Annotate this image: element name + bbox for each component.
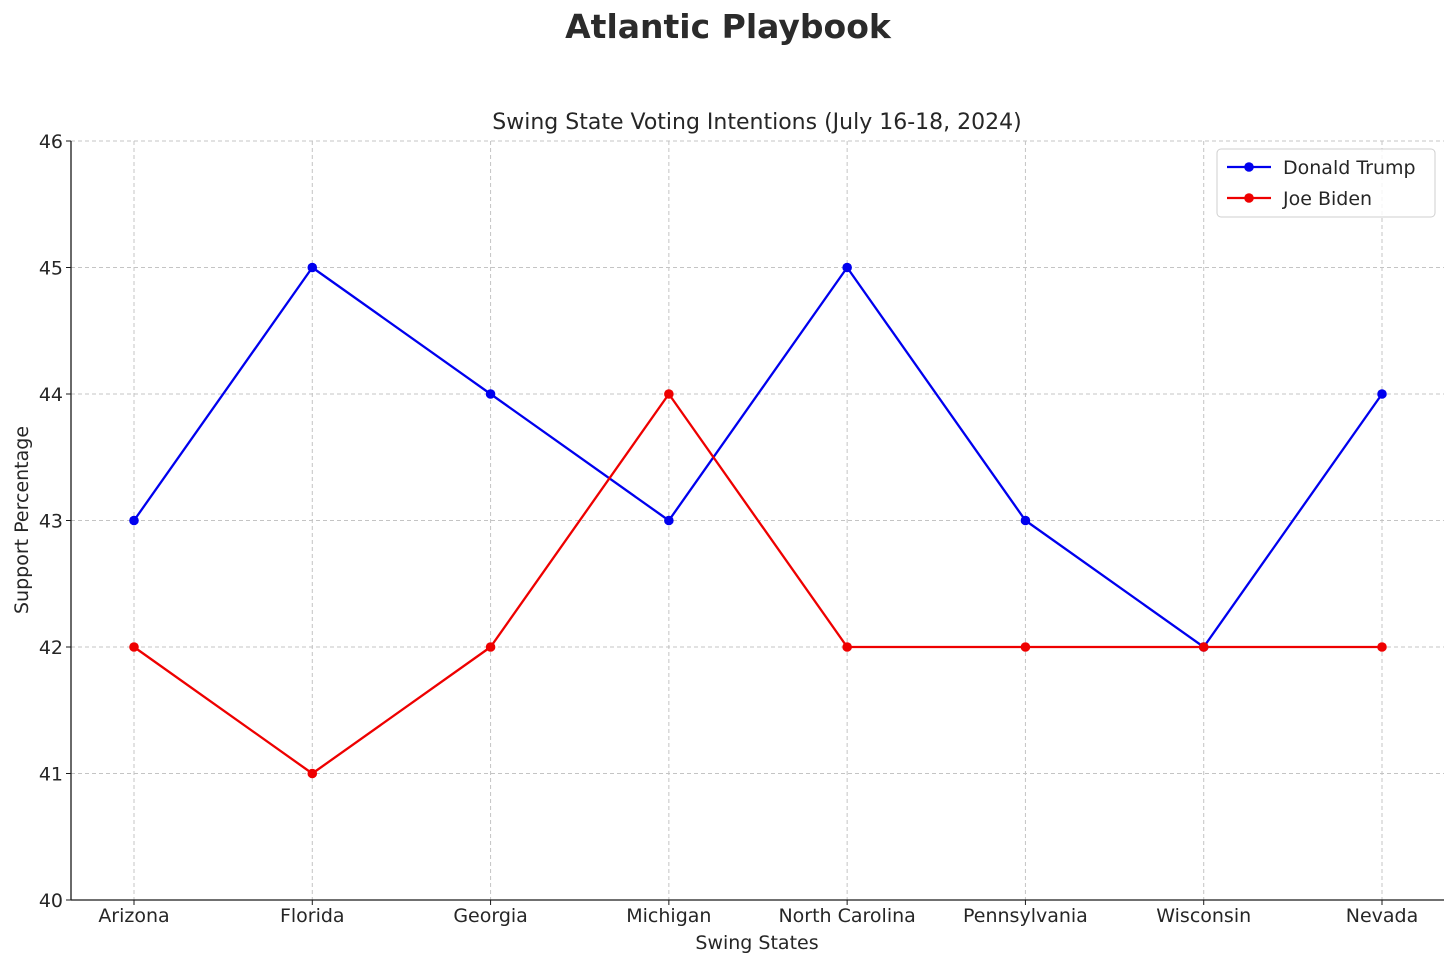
x-tick-label: Pennsylvania xyxy=(963,905,1088,927)
x-tick-label: Nevada xyxy=(1346,905,1419,927)
series-1 xyxy=(129,262,1387,652)
y-tick-label: 43 xyxy=(39,511,63,533)
legend-box xyxy=(1216,148,1436,218)
x-tick-label: Michigan xyxy=(626,905,711,927)
data-point xyxy=(307,262,318,273)
axes: 40 41 42 43 44 45 46 Arizona Florida Georgia Michi… xyxy=(39,131,1444,927)
x-tick-label: Arizona xyxy=(98,905,169,927)
x-tick-label: Wisconsin xyxy=(1156,905,1251,927)
y-tick-label: 44 xyxy=(39,384,63,406)
series-group xyxy=(129,262,1387,779)
series-line xyxy=(133,266,1383,649)
legend-marker xyxy=(1244,193,1254,203)
x-tick-label: North Carolina xyxy=(778,905,915,927)
x-axis-label: Swing States xyxy=(695,932,818,954)
x-tick-label: Florida xyxy=(280,905,345,927)
data-point xyxy=(842,262,852,273)
data-point xyxy=(664,515,674,526)
data-point xyxy=(485,642,496,652)
data-point xyxy=(1020,515,1031,526)
y-axis-label: Support Percentage xyxy=(11,426,33,614)
data-point xyxy=(1198,642,1209,652)
legend-entry-label: Joe Biden xyxy=(1282,188,1372,210)
data-point xyxy=(1020,642,1031,652)
data-point xyxy=(842,642,852,652)
data-point xyxy=(1377,642,1387,652)
data-point xyxy=(129,515,139,526)
y-tick-label: 46 xyxy=(39,131,63,153)
y-tick-label: 40 xyxy=(39,890,63,912)
y-tick-label: 41 xyxy=(39,764,63,786)
data-point xyxy=(485,389,496,399)
series-line xyxy=(133,392,1382,775)
chart-title: Swing State Voting Intentions (July 16-1… xyxy=(492,110,1021,135)
y-tick-label: 45 xyxy=(39,258,63,280)
legend-entry-label: Donald Trump xyxy=(1283,157,1416,179)
series-2 xyxy=(129,389,1387,779)
legend: Donald Trump Joe Biden xyxy=(1216,148,1436,218)
data-point xyxy=(664,389,674,399)
x-tick-label: Georgia xyxy=(453,905,528,927)
legend-marker xyxy=(1244,162,1254,172)
chart-suptitle: Atlantic Playbook xyxy=(565,7,892,46)
data-point xyxy=(307,768,318,779)
y-tick-label: 42 xyxy=(39,637,63,659)
data-point xyxy=(1377,389,1387,399)
data-point xyxy=(129,642,139,652)
